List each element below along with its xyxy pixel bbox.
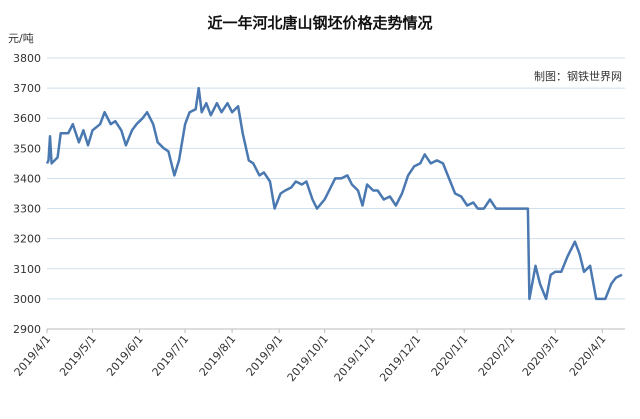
x-tick-label: 2019/7/1 xyxy=(150,333,192,379)
annotation: 制图：钢铁世界网 xyxy=(534,70,622,83)
y-tick-label: 3400 xyxy=(13,172,41,185)
line xyxy=(45,86,623,301)
x-tick-label: 2019/12/1 xyxy=(377,333,423,385)
y-tick-label: 2900 xyxy=(13,323,41,336)
x-tick-label: 2019/4/1 xyxy=(12,333,54,379)
y-tick-label: 3200 xyxy=(13,233,41,246)
x-tick-label: 2019/6/1 xyxy=(104,333,146,379)
y-tick-label: 3700 xyxy=(13,82,41,95)
x-tick-label: 2020/3/1 xyxy=(520,333,562,379)
x-tick-label: 2020/4/1 xyxy=(567,333,609,379)
x-tick-label: 2019/11/1 xyxy=(332,333,378,385)
x-tick-label: 2019/5/1 xyxy=(57,333,99,379)
y-tick-label: 3100 xyxy=(13,263,41,276)
chart-title: 近一年河北唐山钢坯价格走势情况 xyxy=(207,14,432,32)
x-tick-label: 2019/10/1 xyxy=(285,333,331,385)
y-axis-label: 元/吨 xyxy=(8,32,34,45)
y-tick-label: 3000 xyxy=(13,293,41,306)
x-tick-label: 2020/2/1 xyxy=(476,333,518,379)
y-tick-label: 3300 xyxy=(13,203,41,216)
x-tick-label: 2019/8/1 xyxy=(197,333,239,379)
y-tick-label: 3600 xyxy=(13,112,41,125)
x-tick-label: 2020/1/1 xyxy=(429,333,471,379)
y-tick-label: 3800 xyxy=(13,52,41,65)
y-tick-label: 3500 xyxy=(13,142,41,155)
x-tick-label: 2019/9/1 xyxy=(244,333,286,379)
